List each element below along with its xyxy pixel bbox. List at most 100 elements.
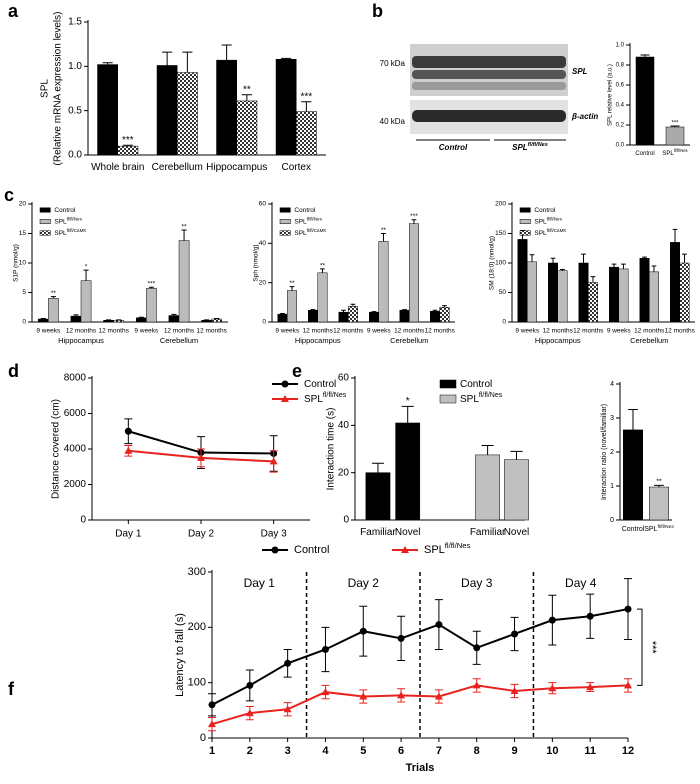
y-tick-label: 100 xyxy=(495,260,506,267)
y-tick-label: 1 xyxy=(610,483,614,490)
bar xyxy=(338,311,349,323)
x-tick-label-base: 9 weeks xyxy=(275,327,300,334)
x-tick-label: Whole brain xyxy=(91,162,144,173)
y-tick-label: 200 xyxy=(188,621,206,633)
significance: ** xyxy=(320,262,326,269)
bar xyxy=(287,290,297,323)
x-tick-label: Cortex xyxy=(282,162,311,173)
bar xyxy=(277,313,288,323)
bar xyxy=(211,318,223,323)
y-tick-label: 0 xyxy=(610,517,614,524)
marker xyxy=(124,427,132,435)
error-bar xyxy=(590,276,596,283)
significance: ** xyxy=(182,223,188,230)
x-tick-label: 9 weeks xyxy=(36,327,61,334)
x-axis-label: Trials xyxy=(406,762,435,774)
bar xyxy=(201,319,212,323)
x-tick-label: 12 months xyxy=(543,327,574,334)
x-tick-label-base: Hippocampus xyxy=(206,162,267,173)
legend-label-sup: fl/fl/Nes xyxy=(445,541,471,550)
significance: ** xyxy=(289,280,295,287)
y-tick-label: 0.0 xyxy=(616,143,625,149)
y-tick-label: 1.0 xyxy=(68,61,82,72)
error-bar xyxy=(83,269,89,281)
x-tick-label: 9 xyxy=(511,745,517,757)
y-tick-label: 8000 xyxy=(64,373,87,384)
marker xyxy=(281,395,289,402)
x-tick-label-base: 9 weeks xyxy=(36,327,61,334)
error-bar xyxy=(642,256,647,259)
error-bar xyxy=(241,94,252,101)
marker xyxy=(124,446,133,454)
legend-label: SPLfl/fl/Nes xyxy=(294,216,322,225)
error-bar xyxy=(529,254,535,262)
bar xyxy=(369,311,380,323)
x-tick-label-base: Cerebellum xyxy=(152,162,203,173)
bar xyxy=(639,258,650,323)
y-tick-label: 2 xyxy=(610,449,614,456)
bar xyxy=(275,58,297,156)
error-bar xyxy=(320,268,325,273)
bar xyxy=(679,262,690,323)
group-label: Hippocampus xyxy=(295,336,341,345)
x-tick-label-base: 12 months xyxy=(196,327,227,334)
legend-label: SPLfl/fl/CaMK xyxy=(54,228,86,237)
marker xyxy=(269,457,278,465)
bar xyxy=(103,319,114,323)
marker xyxy=(472,681,481,689)
marker xyxy=(271,546,279,554)
bar xyxy=(399,309,410,323)
x-tick-label-base: 12 months xyxy=(543,327,574,334)
x-tick-label: 3 xyxy=(285,745,291,757)
bar xyxy=(236,100,258,156)
x-tick-label: 12 months xyxy=(303,327,334,334)
significance: *** xyxy=(671,121,679,127)
bar xyxy=(135,317,147,323)
y-tick-label: 0.5 xyxy=(68,105,82,116)
bar xyxy=(117,145,139,156)
error-bar xyxy=(621,263,626,269)
legend-swatch xyxy=(279,230,291,236)
legend-label: Control xyxy=(460,379,492,390)
legend-swatch xyxy=(519,230,531,236)
y-tick-label: 0 xyxy=(502,319,506,326)
bar xyxy=(609,266,619,323)
legend-swatch xyxy=(39,219,51,224)
x-tick-label-sup: fl/fl/Nes xyxy=(674,148,688,153)
bar xyxy=(177,72,198,156)
y-tick-label: 200 xyxy=(495,201,506,208)
x-tick-label-base: 9 weeks xyxy=(367,327,392,334)
legend-label-base: Control xyxy=(294,544,329,556)
bar xyxy=(649,271,659,323)
y-tick-label: 4000 xyxy=(64,444,87,455)
x-tick-label: 12 months xyxy=(425,327,456,334)
x-tick-label: 8 xyxy=(474,745,480,757)
y-tick-label: 20 xyxy=(338,467,350,478)
marker xyxy=(397,691,406,699)
y-tick-label: 20 xyxy=(259,279,267,286)
marker xyxy=(397,634,405,642)
x-tick-label: Cerebellum xyxy=(152,162,203,173)
x-tick-label-base: 12 months xyxy=(66,327,97,334)
y-tick-label: 300 xyxy=(188,566,206,578)
bar xyxy=(430,310,441,323)
significance: *** xyxy=(301,91,313,102)
marker xyxy=(283,705,292,713)
y-tick-label: 0 xyxy=(262,319,266,326)
legend-label-sup: fl/fl/CaMK xyxy=(547,228,567,233)
marker xyxy=(435,621,443,629)
marker xyxy=(246,681,254,689)
bar xyxy=(395,422,421,521)
x-tick-label-base: SPL xyxy=(662,151,674,157)
bar xyxy=(317,272,328,323)
panel-letter: e xyxy=(292,361,302,381)
x-tick-label: Day 1 xyxy=(115,529,142,540)
x-tick-label: 5 xyxy=(360,745,366,757)
error-bar xyxy=(560,268,565,271)
x-tick-label: Familiar xyxy=(470,527,506,538)
y-tick-label: 0.8 xyxy=(616,63,625,69)
x-tick-label: 12 months xyxy=(196,327,227,334)
y-tick-label: 150 xyxy=(495,230,506,237)
legend-label: Control xyxy=(304,379,336,390)
bar xyxy=(548,262,558,323)
